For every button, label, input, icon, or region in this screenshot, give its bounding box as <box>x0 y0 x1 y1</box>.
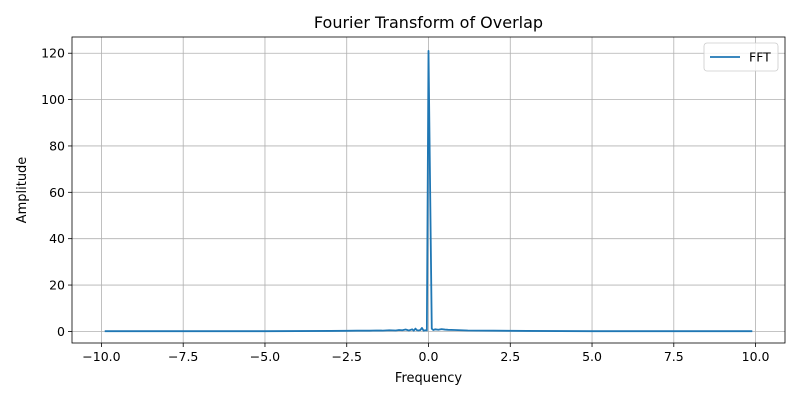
y-tick-label: 20 <box>49 278 65 293</box>
y-tick-label: 80 <box>49 138 65 153</box>
x-tick-label: 2.5 <box>500 349 520 364</box>
x-tick-label: 0.0 <box>419 349 439 364</box>
x-axis-ticks: −10.0 −7.5 −5.0 −2.5 0.0 2.5 5.0 7.5 10.0 <box>82 343 770 364</box>
legend: FFT <box>703 42 779 72</box>
x-tick-label: −7.5 <box>168 349 198 364</box>
x-tick-label: −10.0 <box>82 349 120 364</box>
x-tick-label: 7.5 <box>664 349 684 364</box>
x-axis-label: Frequency <box>395 371 462 386</box>
x-tick-label: 10.0 <box>742 349 770 364</box>
legend-box <box>703 42 779 72</box>
series-layer <box>104 50 753 333</box>
y-tick-label: 40 <box>49 231 65 246</box>
y-tick-label: 0 <box>57 324 65 339</box>
x-tick-label: 5.0 <box>582 349 602 364</box>
y-axis-label: Amplitude <box>15 157 30 224</box>
y-axis-ticks: 0 20 40 60 80 100 120 <box>41 46 72 339</box>
y-tick-label: 60 <box>49 185 65 200</box>
y-tick-label: 120 <box>41 46 65 61</box>
y-tick-label: 100 <box>41 92 65 107</box>
legend-label-fft: FFT <box>749 50 771 65</box>
series-line-fft <box>104 50 753 333</box>
x-tick-label: −5.0 <box>250 349 280 364</box>
x-tick-label: −2.5 <box>332 349 362 364</box>
chart-title: Fourier Transform of Overlap <box>314 13 543 32</box>
